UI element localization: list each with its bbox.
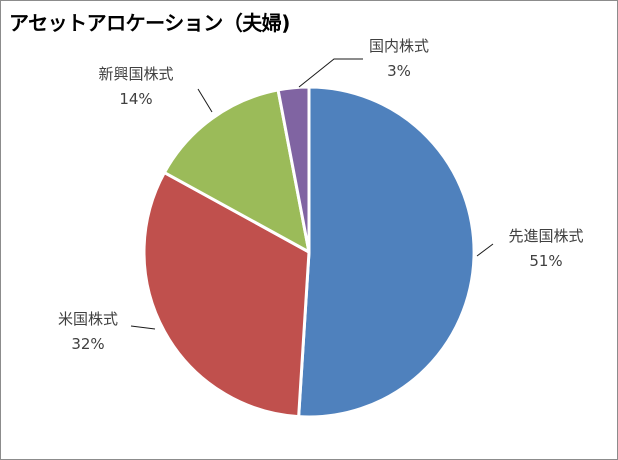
data-label-percent: 14%: [119, 90, 152, 108]
pie-slice: [297, 85, 476, 419]
leader-line: [197, 88, 213, 113]
leader-line: [130, 325, 156, 330]
data-label-percent: 51%: [529, 252, 562, 270]
data-label-percent: 32%: [71, 335, 104, 353]
data-label-category: 米国株式: [58, 310, 118, 328]
pie-slice: [162, 88, 311, 254]
data-label-percent: 3%: [387, 62, 411, 80]
pie-slice: [142, 171, 311, 419]
leader-line: [476, 243, 494, 257]
leader-line: [298, 58, 363, 88]
chart-title: アセットアロケーション（夫婦): [9, 11, 290, 35]
data-label-category: 国内株式: [369, 37, 429, 55]
pie-slice: [276, 85, 311, 254]
data-label-category: 先進国株式: [508, 227, 583, 245]
data-label-category: 新興国株式: [98, 65, 173, 83]
